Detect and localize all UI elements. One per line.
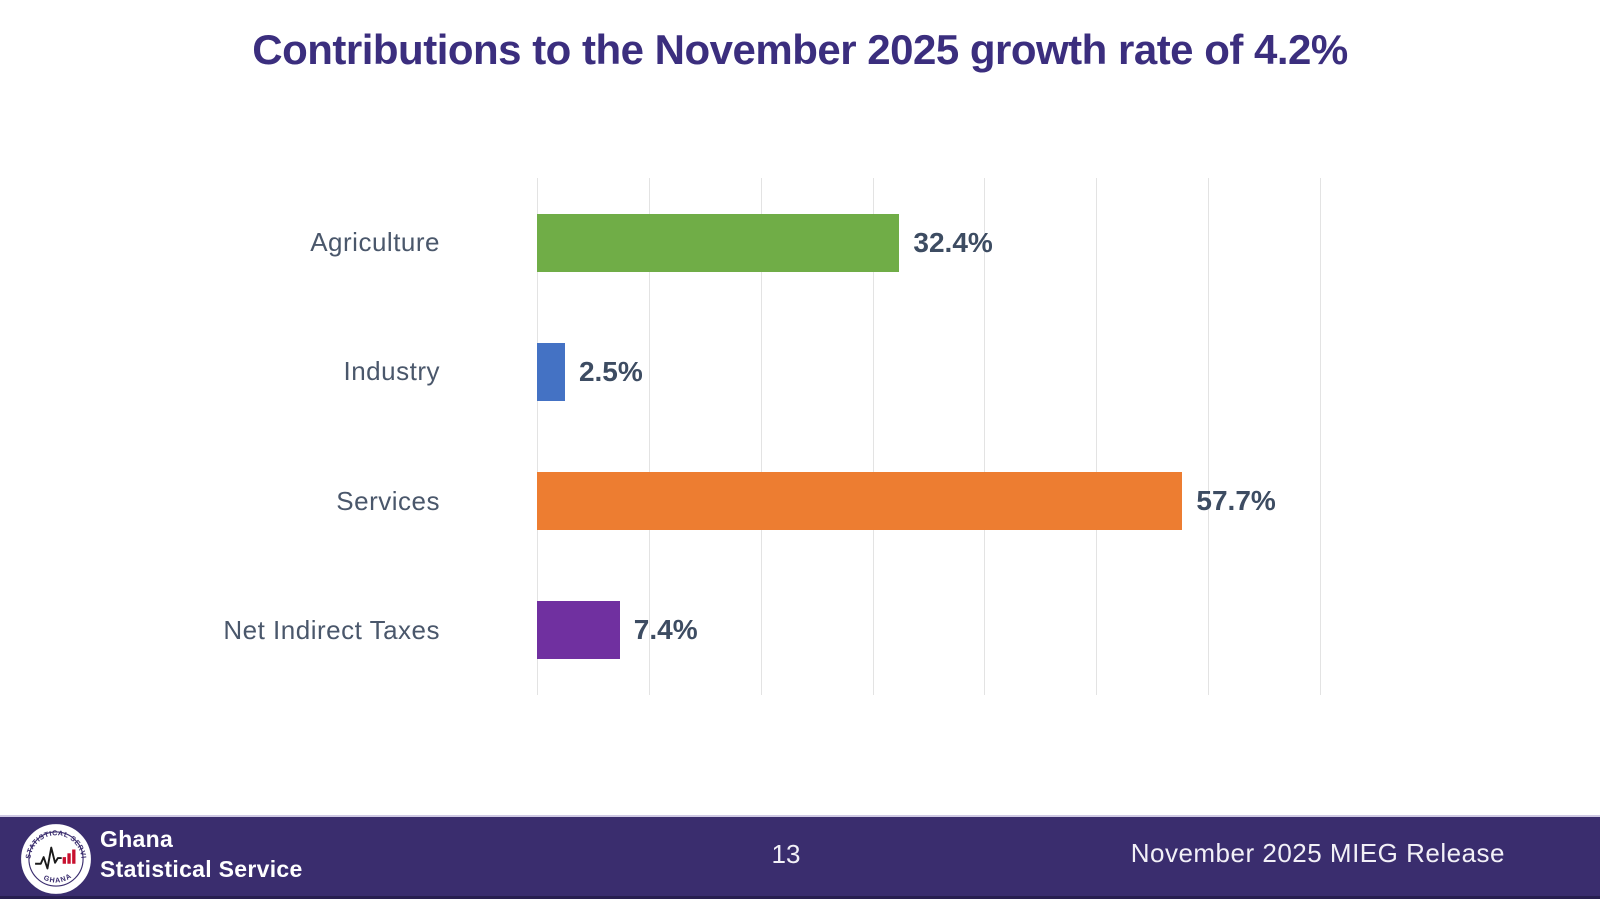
bar-services (537, 472, 1183, 531)
chart-title: Contributions to the November 2025 growt… (252, 26, 1348, 73)
gridline-50 (1096, 178, 1098, 695)
gridline-10 (648, 178, 650, 695)
heartbeat-line (35, 846, 62, 870)
category-labels: Agriculture Industry Services Net Indirect … (60, 178, 440, 695)
category-label-services: Services (336, 485, 440, 516)
bar-industry (537, 342, 565, 401)
bar-agriculture (537, 213, 900, 272)
chart-row-agriculture: 32.4% (537, 178, 1320, 307)
category-label-net-indirect-taxes: Net Indirect Taxes (223, 614, 440, 645)
bar-net-indirect-taxes (537, 601, 620, 660)
value-label-agriculture: 32.4% (913, 226, 993, 258)
value-label-services: 57.7% (1196, 485, 1276, 517)
category-label-industry: Industry (343, 356, 440, 387)
release-label: November 2025 MIEG Release (1130, 838, 1505, 868)
gridline-60 (1208, 178, 1210, 695)
gridline-70 (1320, 178, 1321, 695)
mini-red-bars (62, 849, 76, 864)
gridline-40 (984, 178, 986, 695)
page-number: 13 (771, 839, 801, 869)
category-label-agriculture: Agriculture (310, 227, 440, 258)
org-name: Ghana Statistical Service (100, 824, 303, 884)
plot-area: 32.4% 2.5% 57.7% 7.4% (537, 178, 1321, 695)
org-name-line1: Ghana (100, 826, 174, 852)
gridline-20 (760, 178, 762, 695)
org-name-line2: Statistical Service (100, 856, 303, 882)
gridline-30 (872, 178, 874, 695)
chart-row-net-indirect-taxes: 7.4% (537, 566, 1320, 695)
bar-rows: 32.4% 2.5% 57.7% 7.4% (537, 178, 1320, 695)
footer-bar: STATISTICAL SERVICE GHANA Ghana Statisti… (0, 815, 1600, 899)
gridline-0 (537, 178, 538, 695)
value-label-industry: 2.5% (578, 355, 643, 387)
chart-row-industry: 2.5% (537, 307, 1320, 436)
chart-row-services: 57.7% (537, 437, 1320, 566)
gss-logo-icon: STATISTICAL SERVICE GHANA (18, 821, 94, 897)
value-label-net-indirect-taxes: 7.4% (633, 614, 698, 646)
